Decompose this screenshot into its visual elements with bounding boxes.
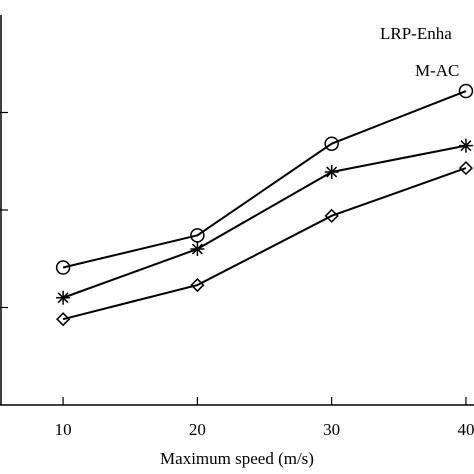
x-tick-label: 10 (55, 420, 72, 439)
x-tick-label: 40 (457, 420, 474, 439)
marker (56, 290, 71, 305)
marker (324, 164, 339, 179)
marker (324, 208, 339, 223)
legend-label: M-AC (415, 61, 459, 80)
marker (324, 136, 339, 151)
series-line (62, 90, 467, 269)
marker (190, 228, 205, 243)
marker (55, 260, 71, 275)
marker (190, 242, 205, 256)
legend-label: LRP-Enha (380, 24, 452, 43)
series-line (62, 167, 467, 321)
series-line (62, 144, 467, 299)
x-tick-label: 30 (323, 420, 340, 439)
x-axis-label: Maximum speed (m/s) (160, 449, 314, 468)
x-tick-label: 20 (189, 420, 206, 439)
marker (458, 138, 473, 153)
marker (56, 312, 71, 327)
marker (458, 83, 474, 99)
marker (190, 278, 205, 293)
marker (458, 161, 474, 176)
